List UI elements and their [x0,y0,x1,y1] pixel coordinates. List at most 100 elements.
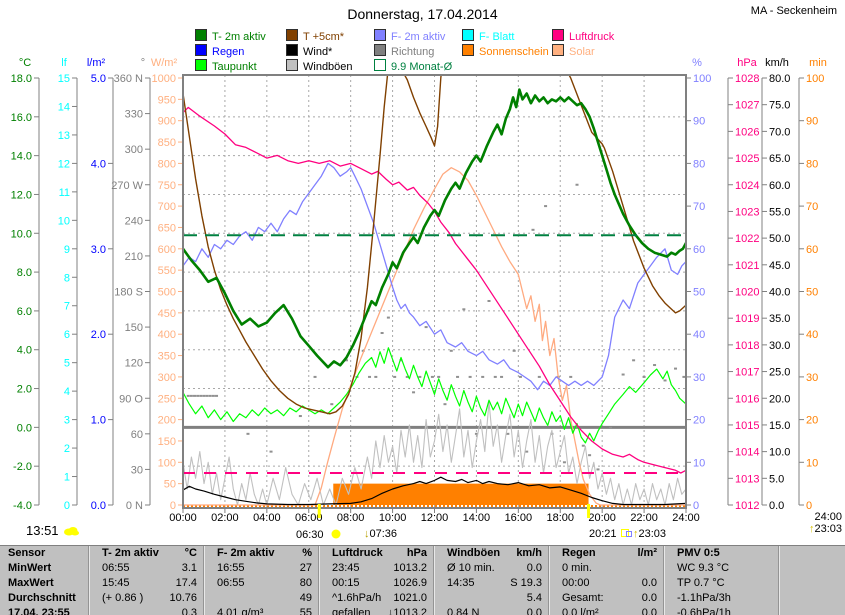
legend-swatch-icon [286,44,298,56]
sunset-square-icon [620,529,629,537]
col-press: Luftdruck [332,547,383,559]
axis-tick-label: 15 [58,73,70,85]
axis-tick-label: 30 [806,372,818,384]
axis-tick-label: 20 [806,415,818,427]
axis-tick-label: 200 [158,415,176,427]
axis-tick-label: 80 [806,158,818,170]
cell: WC 9.3 °C [677,562,730,574]
axis-tick-label: 330 [125,109,143,121]
cell: 1021.0 [393,592,427,604]
axis-tick-label: 300 [125,144,143,156]
axis-tick-label: 11 [59,187,70,199]
wind-direction-dot [525,450,529,453]
wind-direction-dot [189,394,193,397]
sunshine-area [333,483,589,505]
wind-direction-dot [474,432,478,435]
row-label: MinWert [8,562,52,574]
axis-tick-label: 30 [693,372,705,384]
axis-tick-label: 3.0 [91,244,106,256]
axis-tick-label: 100 [806,73,824,85]
cell: ↓1013.2 [387,607,427,615]
cell: Gesamt: [562,592,604,604]
col-gust: Windböen [447,547,501,559]
wind-direction-dot [374,375,378,378]
wind-direction-dot [405,375,409,378]
cell: 27 [299,562,312,574]
cell: S 19.3 [510,577,542,589]
axis-tick-label: 1023 [735,206,759,218]
axis-tick-label: 5 [64,358,70,370]
axis-tick-label: 5.0 [769,473,784,485]
axis-tick-label: 270 W [111,180,143,192]
wind-direction-dot [481,375,485,378]
axis-tick-label: 100 [693,73,711,85]
sun-low-time: 07:36 [369,528,398,540]
axis-tick-label: 1019 [735,313,759,325]
axis-tick-label: 65.0 [769,153,790,165]
axis-tick-label: 1012 [735,500,759,512]
up-arrow-icon: ↑ [633,528,639,540]
cell: 06:55 [102,562,130,574]
axis-tick-label: 10 [806,457,818,469]
axis-tick-label: 350 [158,351,176,363]
axis-tick-label: 08:00 [337,512,365,524]
legend-item-9-9-monat-: 9.9 Monat-Ø [374,59,452,73]
axis-tick-label: 15.0 [769,420,790,432]
axis-tick-label: 1022 [735,233,759,245]
axis-tick-label: 60 [131,429,143,441]
sunset-marker: 20:21 [589,528,629,540]
legend-swatch-icon [552,29,564,41]
cell: gefallen [332,607,371,615]
axis-tick-label: 180 S [114,287,143,299]
axis-tick-label: 950 [158,94,176,106]
axis-tick-label: 10.0 [11,228,32,240]
wind-direction-dot [642,375,646,378]
axis-tick-label: 50 [806,287,818,299]
series-group [183,75,686,507]
axis-tick-label: 1018 [735,340,759,352]
legend-swatch-icon [374,29,386,41]
axis-tick-label: 500 [158,287,176,299]
series-gusts [183,401,686,506]
wind-direction-dot [569,375,573,378]
axis-tick-label: 2.0 [91,329,106,341]
axis-tick-label: ° [141,57,145,69]
up-arrow-icon-small: ↑ [808,523,815,535]
table-header-row: Sensor T- 2m aktiv °C F- 2m aktiv% Luftdr… [0,546,845,561]
legend-label: F- Blatt [479,31,515,43]
axis-tick-label: °C [19,57,31,69]
wind-direction-dot [506,432,510,435]
axis-tick-label: 360 N [114,73,143,85]
axis-tick-label: 800 [158,158,176,170]
cell: 0.0 [526,607,542,615]
wind-direction-dot [368,375,372,378]
axis-tick-label: -4.0 [13,500,32,512]
axis-tick-label: 60 [806,244,818,256]
legend-item-f-blatt: F- Blatt [462,29,515,43]
series-ground-temperature [183,75,686,415]
cell: 80 [299,577,312,589]
axis-tick-label: 0 [693,500,699,512]
axis-tick-label: 50 [693,287,705,299]
row-label: Durchschnitt [8,592,76,604]
axis-tick-label: 4.0 [17,345,32,357]
legend-item-solar: Solar [552,44,595,58]
axis-tick-label: 30 [131,464,143,476]
axis-tick-label: 50 [164,479,176,491]
legend-label: Solar [569,46,595,58]
axis-tick-label: 1015 [735,420,759,432]
axis-tick-label: 55.0 [769,206,790,218]
axis-tick-label: 70 [806,201,818,213]
current-time: 13:51 [26,523,80,538]
legend-swatch-icon [374,44,386,56]
summary-table: Sensor T- 2m aktiv °C F- 2m aktiv% Luftdr… [0,545,845,615]
axis-tick-label: 1014 [735,447,759,459]
cell: 0.0 [641,577,657,589]
wind-direction-dot [246,432,250,435]
wind-direction-dot [215,394,219,397]
axis-tick-label: 06:00 [295,512,323,524]
col-hum: F- 2m aktiv [217,547,275,559]
axis-tick-label: 4 [64,386,70,398]
col-temp: T- 2m aktiv [102,547,159,559]
